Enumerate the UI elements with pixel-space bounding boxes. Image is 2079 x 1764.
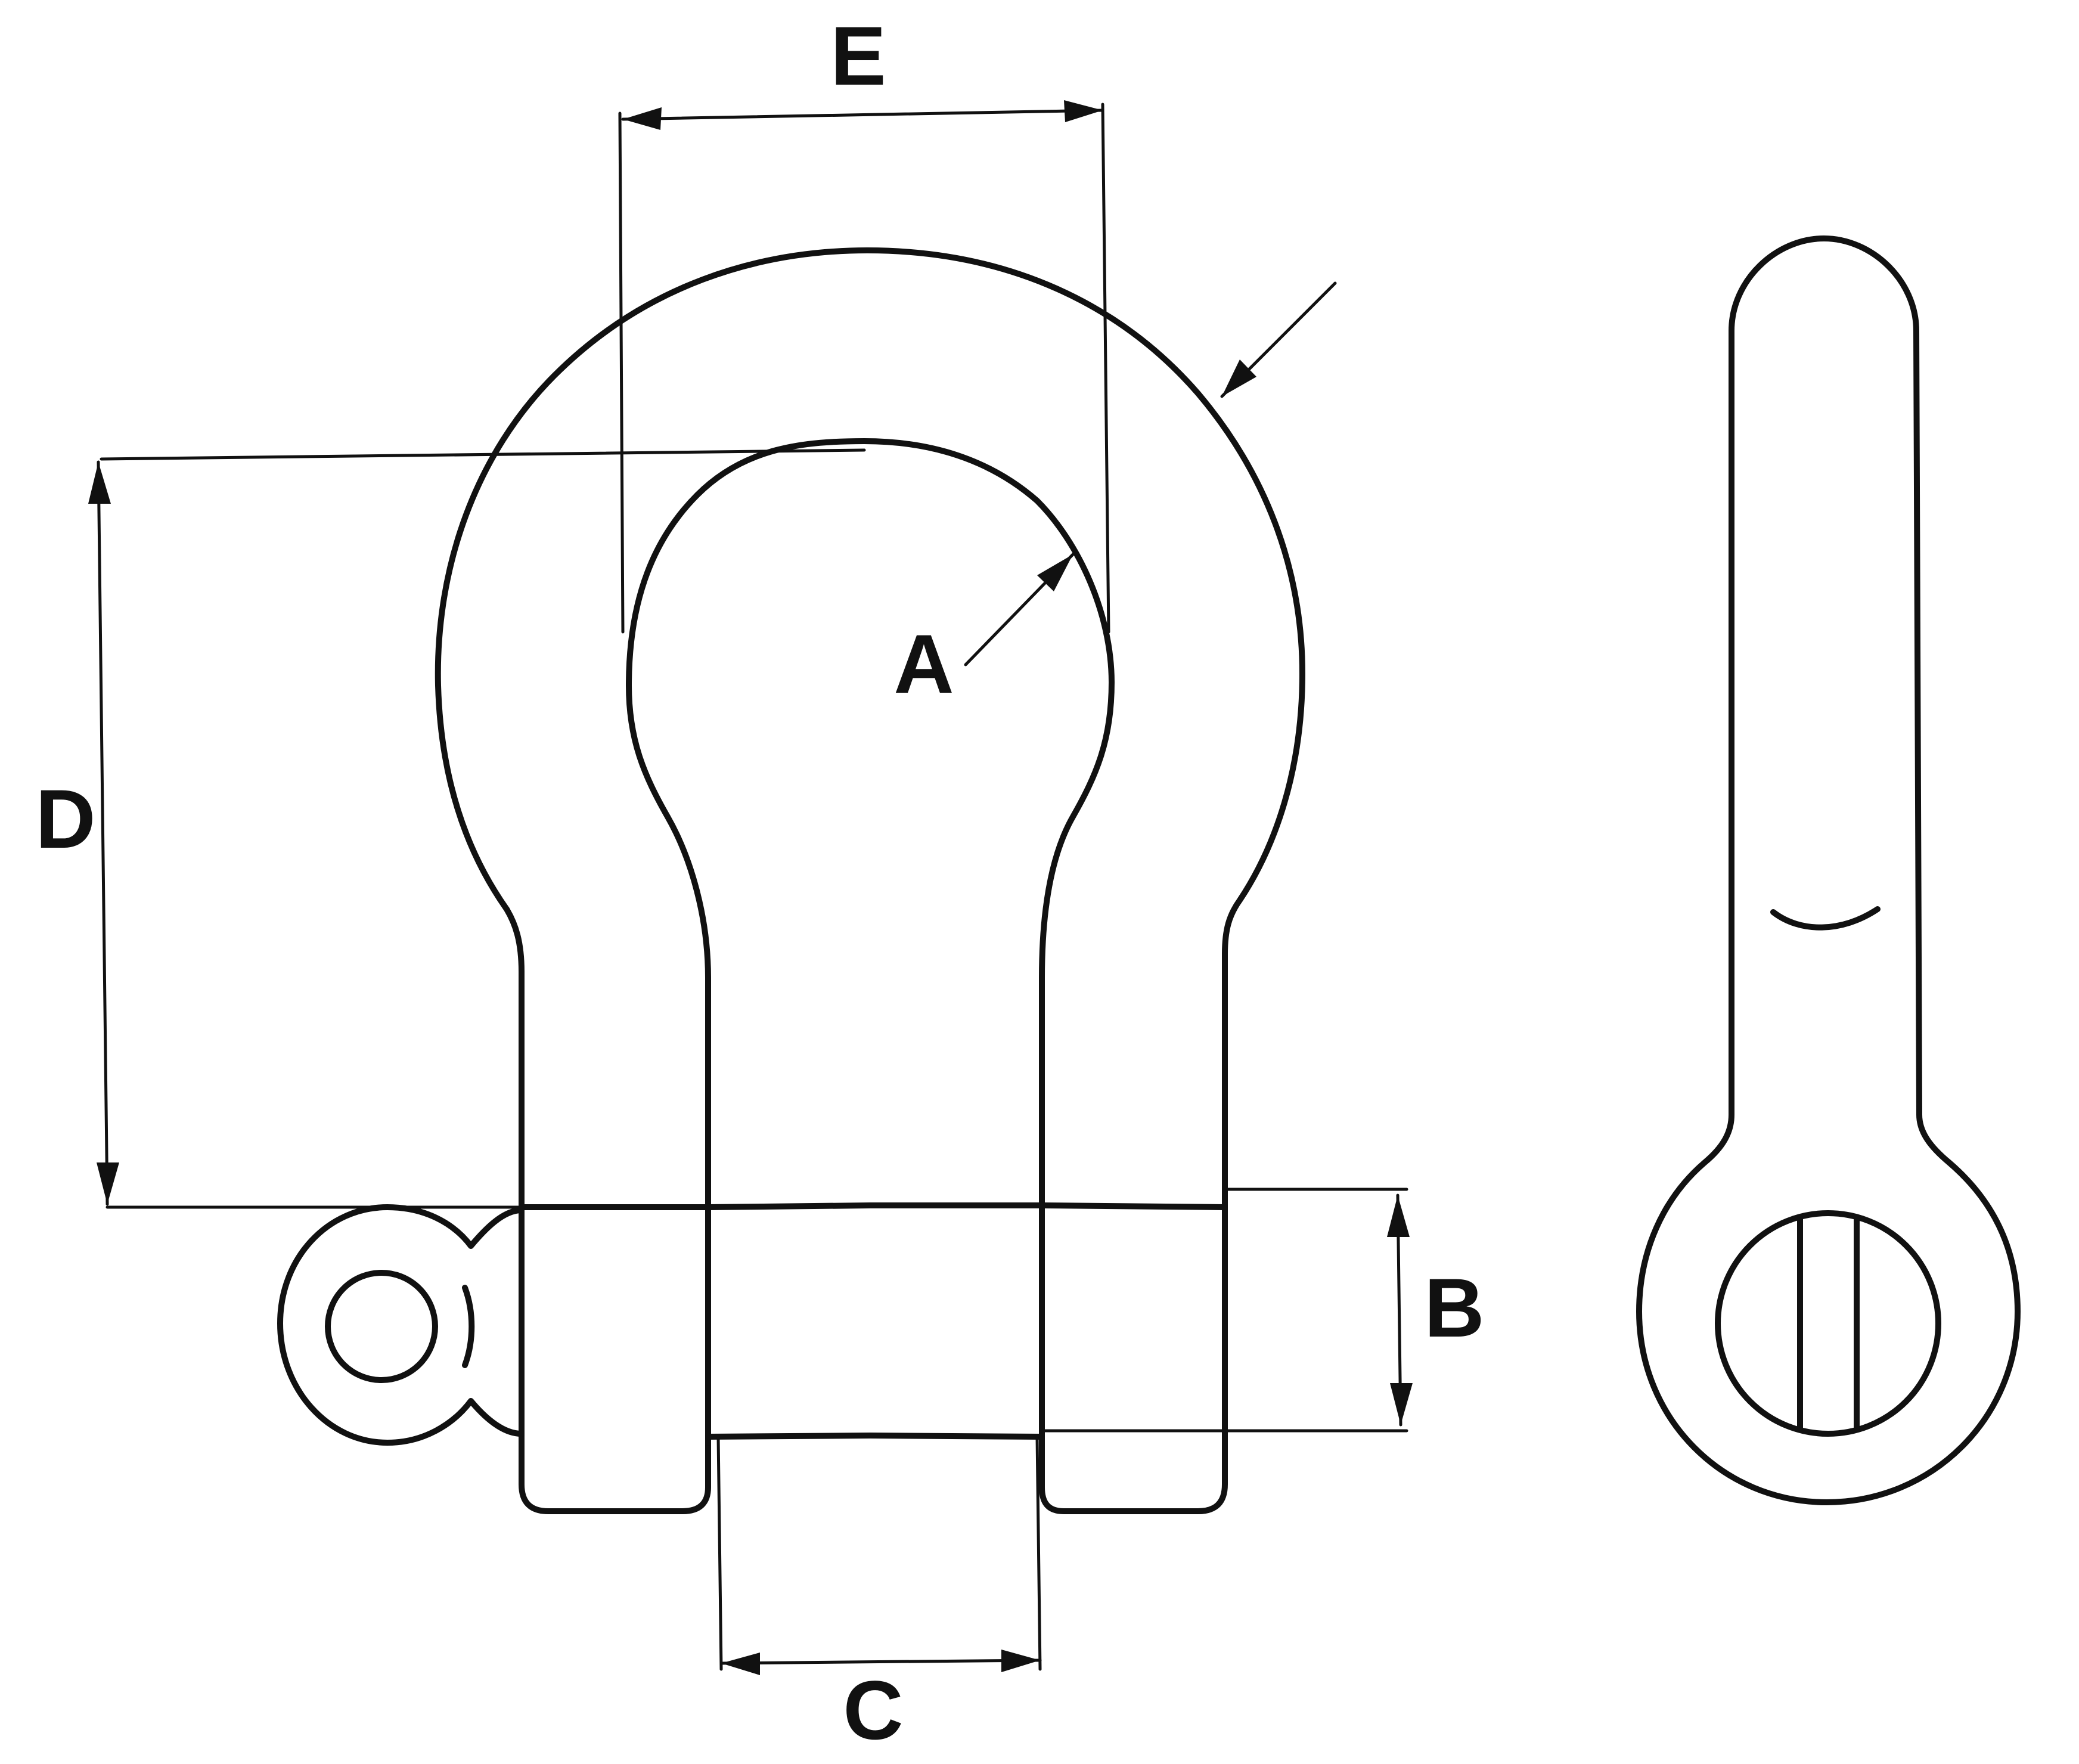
label-d: D: [35, 772, 95, 866]
side-view-mark: [1770, 906, 1881, 931]
dimension-b: B: [1040, 1188, 1485, 1433]
dimension-a: A: [893, 281, 1337, 711]
side-view-pin-circle: [1715, 1210, 1941, 1437]
dim-c-ext-right: [1035, 1435, 1042, 1671]
side-view-bow-outline: [1636, 235, 2021, 1505]
dim-d-arrow-bottom: [97, 1162, 119, 1204]
pin-head-hole: [325, 1270, 438, 1383]
dim-b-arrow-bottom: [1390, 1383, 1413, 1425]
label-a: A: [893, 617, 954, 711]
dimension-c: C: [716, 1435, 1042, 1757]
bow-outer-left-leg: [504, 906, 711, 1514]
dim-b-arrow-top: [1387, 1195, 1410, 1237]
bow-inner-contour: [626, 438, 1115, 1446]
label-b: B: [1424, 1261, 1484, 1354]
dim-e-ext-right: [1101, 103, 1110, 634]
pin-bottom-edge: [705, 1433, 1045, 1440]
label-c: C: [843, 1663, 903, 1757]
dim-e-line: [621, 108, 1104, 121]
label-e: E: [830, 9, 886, 103]
dim-e-arrow-left: [623, 107, 662, 130]
dim-d-ext-top: [100, 448, 866, 461]
dim-c-line: [719, 1658, 1042, 1665]
dim-e-arrow-right: [1064, 100, 1103, 122]
bow-outer-contour: [435, 247, 1305, 1514]
dim-c-arrow-left: [721, 1653, 760, 1675]
dim-a-inner-arrow: [1037, 554, 1073, 591]
dim-e-ext-left: [618, 111, 625, 634]
dim-d-line: [97, 460, 109, 1206]
dimension-e: E: [618, 9, 1110, 634]
shackle-front-view: [277, 247, 1305, 1514]
pin-head-eye: [277, 1204, 525, 1446]
pin-top-edge: [519, 1202, 1228, 1210]
shackle-side-view: [1636, 235, 2021, 1505]
pin-head-mark: [462, 1285, 475, 1368]
dim-d-arrow-top: [88, 462, 111, 504]
dim-a-outer-arrow: [1222, 359, 1256, 396]
dimension-d: D: [35, 448, 866, 1209]
dim-c-arrow-right: [1001, 1650, 1040, 1672]
dim-c-ext-left: [716, 1435, 723, 1671]
